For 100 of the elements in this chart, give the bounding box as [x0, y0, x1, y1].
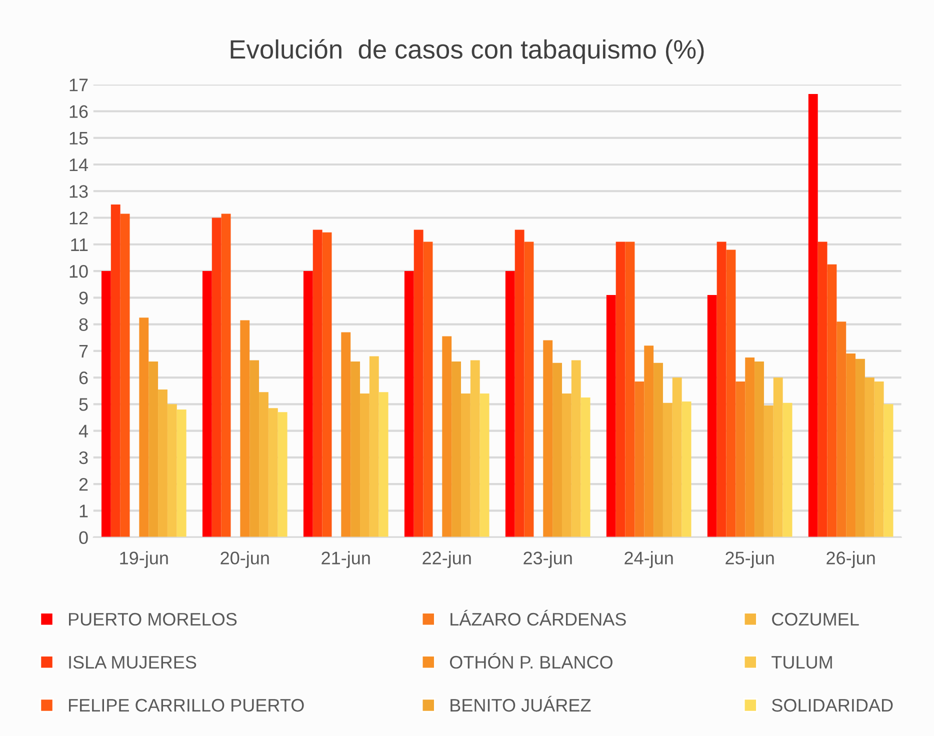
- bar: [101, 271, 111, 538]
- x-tick-label: 26-jun: [826, 551, 875, 568]
- legend-label: LÁZARO CÁRDENAS: [450, 610, 626, 626]
- bar: [662, 402, 672, 538]
- x-tick-label: 20-jun: [220, 551, 269, 568]
- y-tick-label: 15: [70, 132, 88, 145]
- y-tick-label: 8: [79, 318, 88, 331]
- bar: [378, 392, 388, 538]
- bar: [303, 271, 313, 538]
- bar: [846, 354, 856, 538]
- bar: [827, 264, 837, 538]
- bar: [634, 382, 644, 538]
- bar: [864, 378, 874, 538]
- x-tick-label: 25-jun: [726, 551, 774, 568]
- bar: [571, 360, 581, 538]
- chart-title: Evolución de casos con tabaquismo (%): [230, 39, 704, 64]
- bar: [202, 271, 212, 538]
- x-tick-label: 24-jun: [624, 551, 673, 568]
- y-tick-label: 2: [79, 478, 88, 491]
- y-tick-label: 12: [70, 212, 88, 224]
- bar: [414, 230, 424, 538]
- bar: [212, 218, 222, 538]
- bar: [782, 402, 792, 538]
- bar: [120, 214, 130, 538]
- bar: [452, 362, 461, 538]
- bar: [754, 362, 764, 538]
- bar: [442, 336, 452, 538]
- bar: [562, 394, 572, 538]
- y-tick-label: 4: [78, 424, 88, 438]
- bar: [745, 358, 755, 538]
- bar: [110, 204, 120, 538]
- bar: [404, 271, 414, 538]
- x-tick-label: 21-jun: [322, 551, 370, 568]
- y-tick-label: 10: [70, 264, 88, 278]
- bar: [139, 318, 149, 538]
- bar: [461, 394, 470, 538]
- y-tick-label: 11: [71, 238, 88, 251]
- y-tick-label: 3: [79, 451, 88, 464]
- legend-label: PUERTO MORELOS: [69, 612, 237, 626]
- legend-label: COZUMEL: [772, 612, 859, 626]
- bar: [240, 320, 250, 538]
- bar: [423, 242, 433, 538]
- bar: [360, 394, 370, 538]
- bar: [884, 404, 894, 538]
- bar: [369, 356, 379, 538]
- legend-label: SOLIDARIDAD: [772, 698, 893, 712]
- y-tick-label: 17: [70, 78, 88, 92]
- bar: [322, 232, 332, 538]
- bar: [278, 412, 288, 538]
- bar: [312, 230, 322, 538]
- y-tick-label: 0: [79, 531, 88, 544]
- y-tick-label: 5: [79, 398, 88, 411]
- bar: [682, 401, 692, 538]
- bar: [470, 360, 480, 538]
- bar: [625, 242, 635, 538]
- legend-label: TULUM: [772, 656, 832, 669]
- y-tick-label: 14: [70, 158, 88, 172]
- y-tick-label: 13: [70, 185, 88, 198]
- bar: [350, 362, 360, 538]
- x-tick-label: 19-jun: [120, 551, 168, 568]
- x-tick-label: 23-jun: [524, 551, 572, 568]
- bar: [268, 408, 278, 538]
- y-tick-label: 9: [79, 292, 88, 304]
- legend-label: OTHÓN P. BLANCO: [450, 652, 612, 669]
- bar: [176, 409, 186, 538]
- bar: [259, 392, 268, 538]
- bar: [773, 378, 783, 538]
- bar: [250, 360, 260, 538]
- bar: [167, 404, 177, 538]
- bar: [836, 322, 846, 538]
- bar: [707, 294, 717, 538]
- bar: [818, 242, 828, 538]
- bar: [874, 382, 884, 538]
- bar: [543, 340, 553, 538]
- bar: [606, 294, 616, 538]
- bar: [736, 382, 746, 538]
- legend-label: BENITO JUÁREZ: [450, 696, 591, 712]
- bar: [341, 332, 351, 538]
- bar: [856, 358, 865, 538]
- x-tick-label: 22-jun: [422, 551, 471, 568]
- bar: [148, 362, 158, 538]
- bar: [654, 362, 663, 538]
- bar: [764, 405, 774, 538]
- bar: [221, 214, 231, 538]
- bar: [672, 378, 682, 538]
- bar: [808, 94, 818, 538]
- bar: [580, 397, 590, 538]
- bar: [158, 390, 168, 538]
- bar: [644, 346, 654, 538]
- legend-label: ISLA MUJERES: [69, 656, 196, 669]
- bar: [505, 271, 515, 538]
- y-tick-label: 7: [79, 345, 88, 358]
- bar: [716, 242, 726, 538]
- y-tick-label: 6: [79, 371, 88, 384]
- bar: [616, 242, 626, 538]
- y-tick-label: 1: [80, 504, 88, 518]
- bar: [480, 394, 490, 538]
- y-tick-label: 16: [70, 105, 88, 118]
- bar: [726, 250, 736, 538]
- bar: [514, 230, 524, 538]
